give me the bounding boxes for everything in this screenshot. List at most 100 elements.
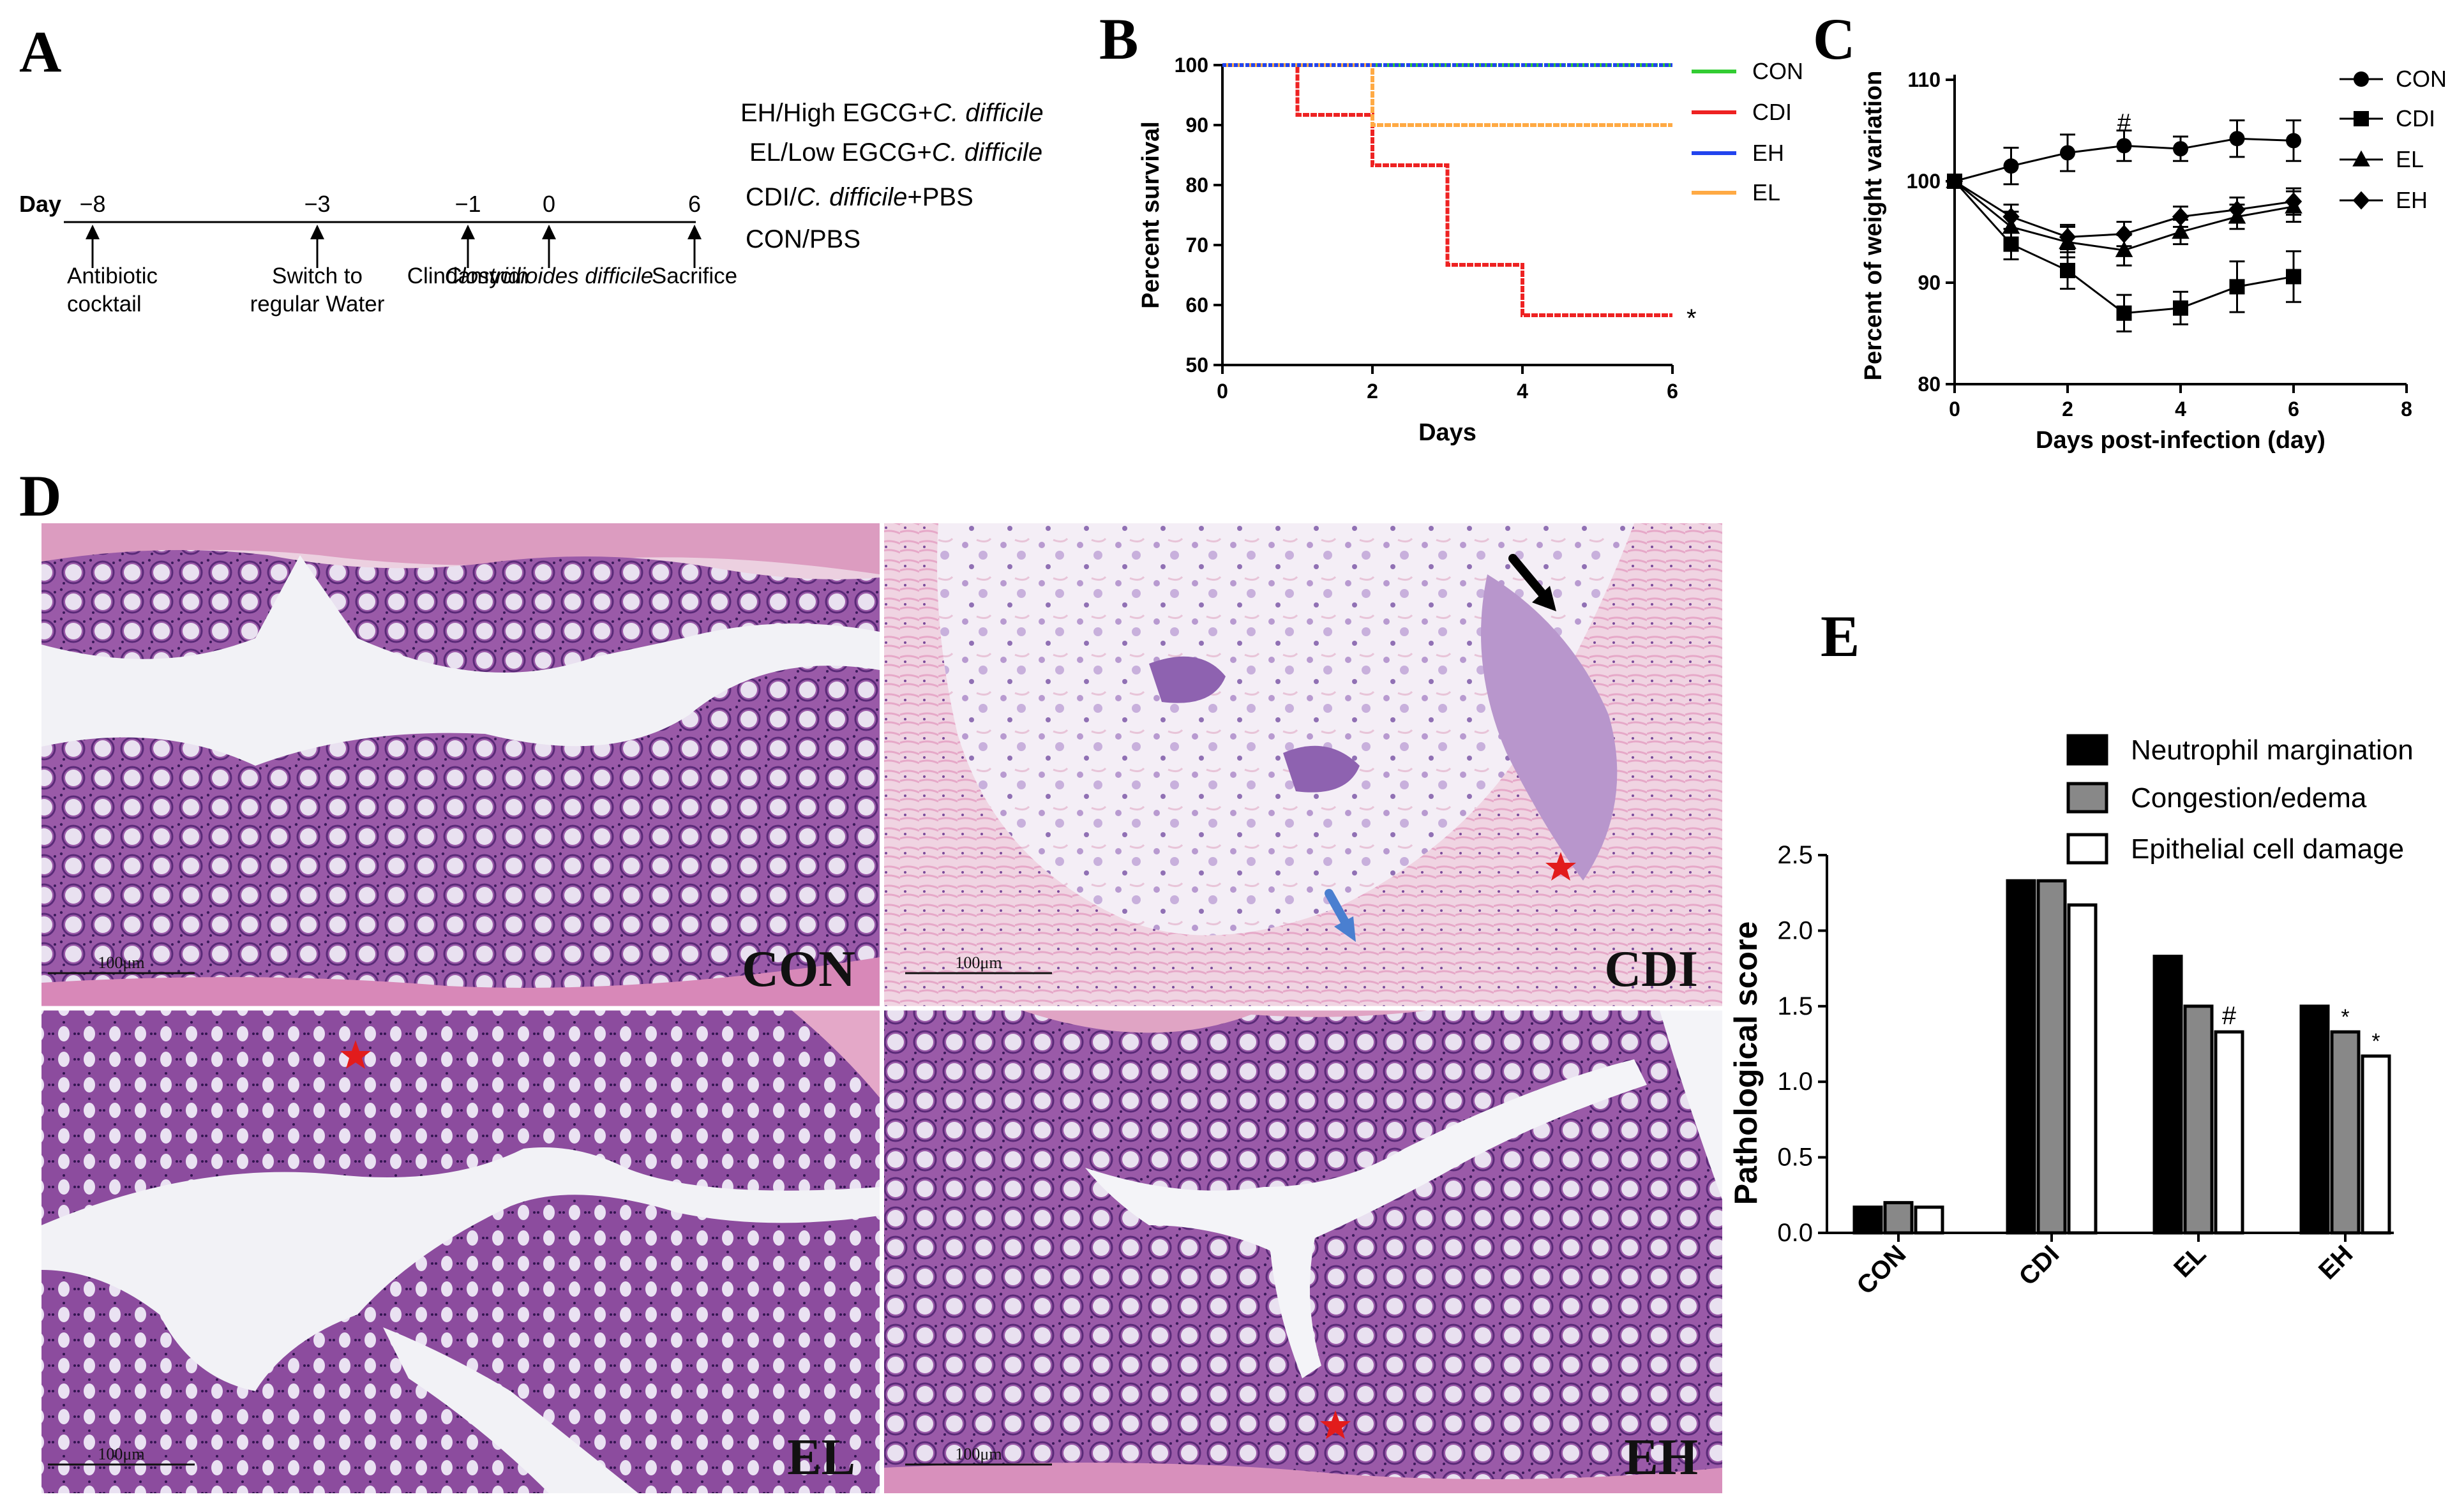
legend-marker-el bbox=[2352, 150, 2370, 167]
annotation-hash: # bbox=[2117, 110, 2131, 137]
data-point-eh bbox=[2172, 207, 2190, 227]
data-point-eh bbox=[1946, 172, 1964, 191]
legend-marker-con bbox=[2354, 71, 2369, 87]
micrograph-label-eh: EH bbox=[1624, 1429, 1698, 1486]
micrograph-con bbox=[41, 523, 880, 1006]
legend-label-cdi: CDI bbox=[1752, 99, 1792, 125]
y-axis-label: Pathological score bbox=[1728, 921, 1764, 1205]
star-icon-el bbox=[340, 1040, 371, 1069]
series-line-el bbox=[1222, 63, 1672, 127]
bar-con-neutrophil-margination bbox=[1852, 1205, 1883, 1235]
bar-annotation: * bbox=[2371, 1029, 2380, 1054]
y-tick-label: 60 bbox=[1185, 294, 1208, 317]
y-tick-label: 2.0 bbox=[1777, 916, 1813, 944]
legend-label-con: CON bbox=[1752, 58, 1803, 84]
legend-label-el: EL bbox=[1752, 179, 1780, 205]
data-point-cdi bbox=[2229, 279, 2245, 295]
timeline-event-0-1: cocktail bbox=[67, 292, 142, 317]
arrow-up-icon bbox=[542, 225, 556, 239]
arrow-up-icon bbox=[687, 225, 702, 239]
panel-b: B 0 2 4 6 50 60 70 80 90 100 Days Percent survival *… bbox=[1099, 6, 1803, 446]
panel-a: A Day −8 Antibiotic cocktail −3 Switch to reg… bbox=[19, 19, 1044, 317]
bar-eh-epithelial-cell-damage bbox=[2361, 1054, 2391, 1235]
bar-cdi-congestion-edema bbox=[2036, 879, 2067, 1235]
micrograph-labels: CON 100μm CDI 100μm EL 100μm EH 100μm bbox=[48, 941, 1698, 1486]
timeline-event-0-0: Antibiotic bbox=[67, 264, 158, 288]
legend-swatch-epithelial-cell-damage bbox=[2066, 833, 2108, 865]
survival-chart: 0 2 4 6 50 60 70 80 90 100 Days Percent survival * CO… bbox=[1138, 54, 1803, 446]
significance-mark: * bbox=[1686, 304, 1697, 332]
micrograph-el bbox=[41, 1010, 880, 1493]
bar-el-congestion-edema bbox=[2183, 1004, 2214, 1235]
x-tick-label: 2 bbox=[1367, 380, 1378, 403]
data-point-con bbox=[2003, 158, 2019, 174]
bar-con-epithelial-cell-damage bbox=[1914, 1205, 1944, 1235]
micrograph-label-cdi: CDI bbox=[1604, 941, 1698, 997]
data-point-eh bbox=[2002, 207, 2020, 227]
day-title: Day bbox=[19, 191, 61, 217]
panel-label-d: D bbox=[19, 463, 61, 528]
micrograph-eh bbox=[884, 1010, 1722, 1493]
panel-label-b: B bbox=[1099, 6, 1138, 71]
series-line-cdi bbox=[1222, 63, 1672, 317]
data-point-eh bbox=[2228, 200, 2246, 219]
panel-e: E 0.0 0.5 1.0 1.5 2.0 2.5 Pathological score CO… bbox=[1728, 604, 2414, 1300]
data-point-cdi bbox=[2286, 269, 2301, 285]
x-tick-label: 4 bbox=[2175, 398, 2186, 421]
y-tick-label: 80 bbox=[1185, 174, 1208, 197]
group-con: CON/PBS bbox=[746, 225, 860, 253]
bar-annotation: # bbox=[2222, 1002, 2237, 1030]
legend-swatch-congestion-edema bbox=[2066, 782, 2108, 814]
data-point-con bbox=[2173, 141, 2188, 157]
bar-eh-congestion-edema bbox=[2330, 1030, 2361, 1235]
y-axis-label: Percent survival bbox=[1138, 121, 1164, 309]
bar-el-neutrophil-margination bbox=[2152, 955, 2183, 1235]
bar-eh-neutrophil-margination bbox=[2299, 1004, 2330, 1235]
y-tick-label: 2.5 bbox=[1777, 841, 1813, 869]
arrow-up-icon bbox=[310, 225, 324, 239]
arrow-up-icon bbox=[86, 225, 100, 239]
bar-annotation: * bbox=[2341, 1005, 2349, 1029]
timeline-day-1: −3 bbox=[304, 191, 330, 217]
bar-cdi-neutrophil-margination bbox=[2006, 879, 2036, 1235]
x-tick-label: 0 bbox=[1949, 398, 1960, 421]
legend-label-cdi: CDI bbox=[2396, 105, 2435, 131]
weight-chart: 0 2 4 6 8 80 90 100 110 Days post-infection (day)… bbox=[1860, 66, 2447, 454]
timeline: −8 Antibiotic cocktail −3 Switch to regular W… bbox=[67, 191, 737, 317]
x-tick-label: 6 bbox=[2288, 398, 2299, 421]
y-tick-label: 110 bbox=[1907, 68, 1941, 91]
data-point-con bbox=[2229, 131, 2245, 147]
timeline-day-3: 0 bbox=[543, 191, 555, 217]
group-eh: EH/High EGCG+C. difficile bbox=[740, 99, 1044, 127]
legend-swatch-neutrophil-margination bbox=[2066, 734, 2108, 766]
legend-marker-cdi bbox=[2354, 111, 2369, 126]
group-el: EL/Low EGCG+C. difficile bbox=[749, 138, 1042, 167]
black-arrow-icon bbox=[1508, 554, 1556, 611]
group-cdi: CDI/C. difficile+PBS bbox=[746, 183, 973, 211]
panel-label-c: C bbox=[1813, 6, 1855, 71]
y-tick-label: 90 bbox=[1918, 271, 1941, 294]
timeline-event-3-0: Clostridioides difficile bbox=[445, 264, 654, 288]
data-point-eh bbox=[2285, 192, 2302, 211]
data-point-cdi bbox=[2173, 300, 2188, 316]
star-icon-eh bbox=[1320, 1410, 1351, 1439]
legend-label-congestion-edema: Congestion/edema bbox=[2131, 782, 2367, 814]
x-tick-label: 2 bbox=[2062, 398, 2073, 421]
micrograph-cdi bbox=[884, 523, 1722, 1006]
scale-bar-label: 100μm bbox=[955, 953, 1002, 972]
legend-marker-eh bbox=[2352, 191, 2370, 210]
pathology-chart: 0.0 0.5 1.0 1.5 2.0 2.5 Pathological score CON C… bbox=[1728, 734, 2414, 1300]
data-point-el bbox=[2115, 241, 2133, 257]
y-tick-label: 100 bbox=[1907, 170, 1941, 193]
y-tick-label: 50 bbox=[1185, 354, 1208, 376]
y-tick-label: 90 bbox=[1185, 114, 1208, 137]
arrow-up-icon bbox=[461, 225, 475, 239]
bar-con-congestion-edema bbox=[1883, 1201, 1914, 1235]
timeline-event-4-0: Sacrifice bbox=[652, 264, 737, 288]
timeline-day-4: 6 bbox=[688, 191, 701, 217]
legend-label-eh: EH bbox=[1752, 140, 1784, 166]
panel-c: C 0 2 4 6 8 80 90 100 110 Days post-infection (da… bbox=[1813, 6, 2447, 454]
scale-bar-label: 100μm bbox=[98, 1445, 144, 1463]
legend-label-eh: EH bbox=[2396, 187, 2428, 213]
x-axis-label: Days bbox=[1418, 419, 1476, 446]
